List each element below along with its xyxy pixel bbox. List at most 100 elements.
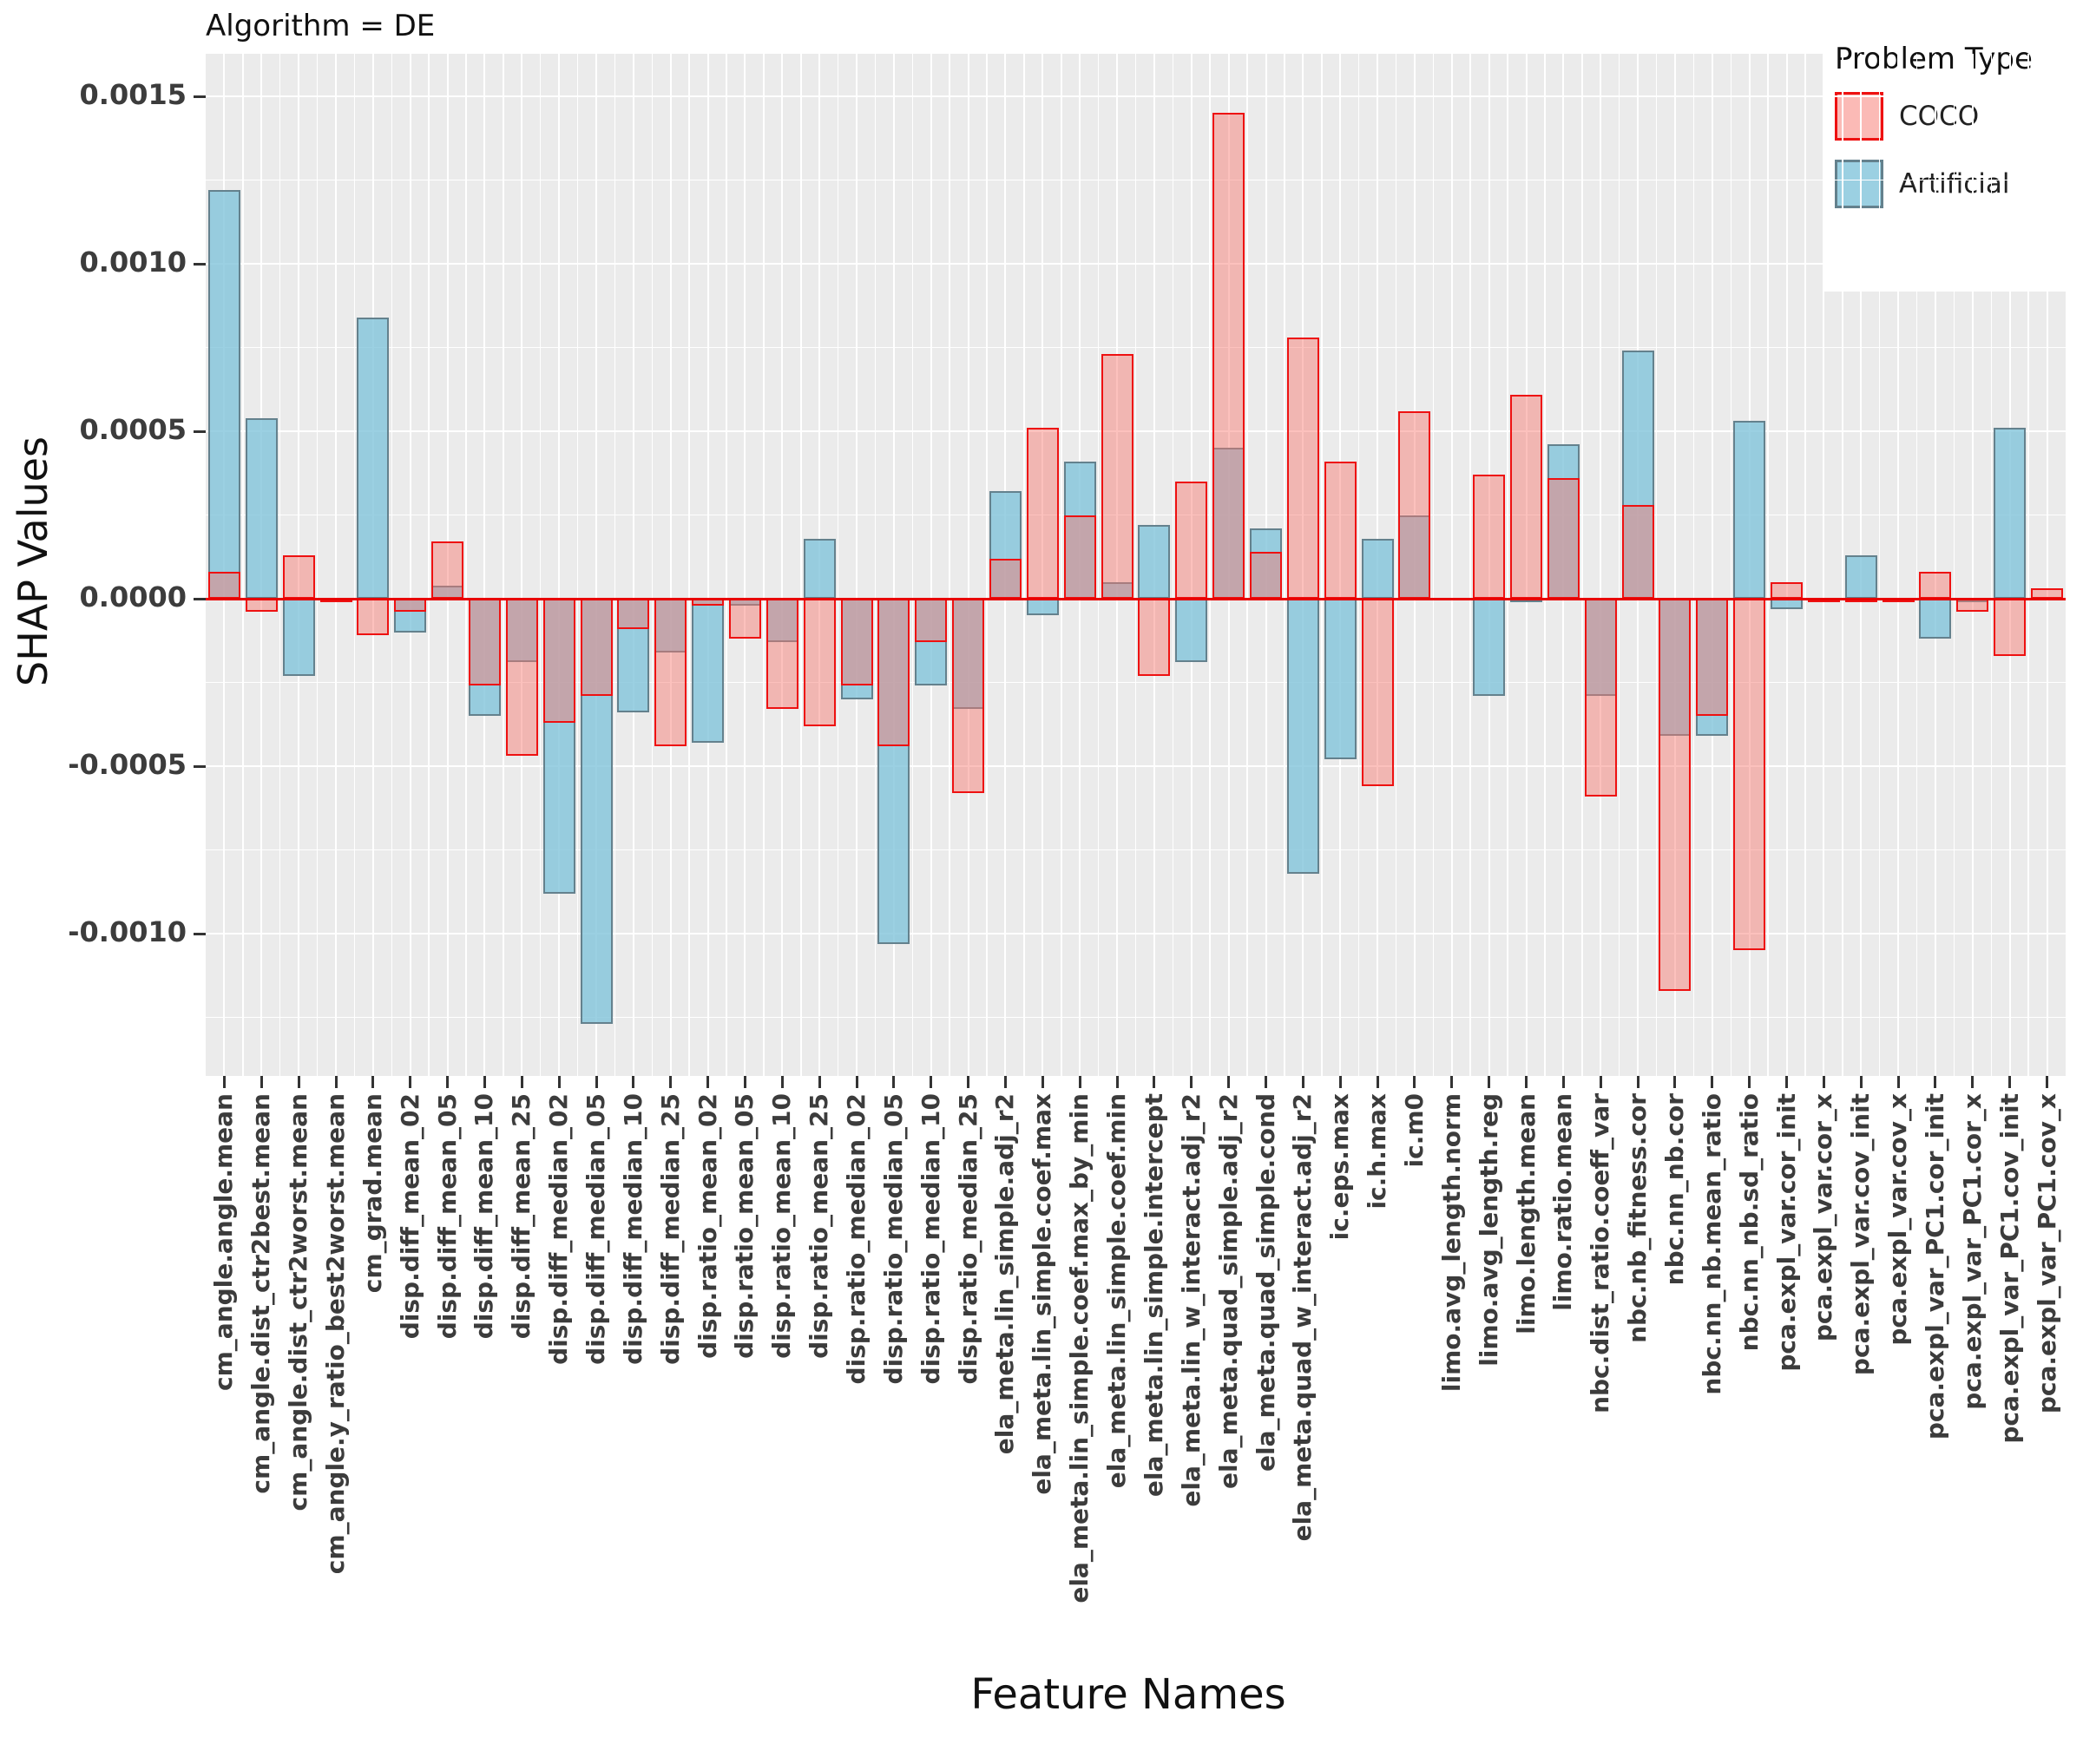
- x-tick-mark: [1078, 1076, 1081, 1088]
- vertical-minor-gridline: [1655, 54, 1658, 1076]
- x-tick-label: ela_meta.quad_w_interact.adj_r2: [1288, 1093, 1317, 1542]
- x-tick-label: cm_grad.mean: [358, 1093, 387, 1294]
- vertical-minor-gridline: [1172, 54, 1174, 1076]
- x-tick-label: pca.expl_var.cor_x: [1809, 1093, 1838, 1342]
- x-tick-mark: [334, 1076, 338, 1088]
- x-tick-label: disp.diff_median_02: [544, 1093, 574, 1365]
- vertical-major-gridline: [781, 54, 784, 1076]
- x-tick-mark: [2046, 1076, 2049, 1088]
- x-tick-mark: [297, 1076, 300, 1088]
- x-tick-label: ela_meta.lin_simple.coef.min: [1102, 1093, 1132, 1489]
- vertical-minor-gridline: [1692, 54, 1695, 1076]
- x-tick-label: pca.expl_var_PC1.cov_x: [2032, 1093, 2061, 1414]
- bar-artificial-ic.h.max: [1361, 538, 1394, 599]
- bar-artificial-cm_angle.angle.mean: [207, 190, 240, 599]
- vertical-minor-gridline: [911, 54, 914, 1076]
- vertical-minor-gridline: [1730, 54, 1731, 1076]
- vertical-minor-gridline: [800, 54, 802, 1076]
- x-tick-mark: [1673, 1076, 1677, 1088]
- vertical-minor-gridline: [1061, 54, 1062, 1076]
- bar-coco-disp.diff_median_02: [542, 599, 575, 723]
- vertical-minor-gridline: [763, 54, 765, 1076]
- bar-coco-nbc.nn_nb.sd_ratio: [1733, 599, 1766, 951]
- vertical-minor-gridline: [1804, 54, 1806, 1076]
- x-tick-mark: [446, 1076, 450, 1088]
- x-tick-mark: [1413, 1076, 1416, 1088]
- y-tick-mark: [194, 764, 206, 768]
- y-tick-label: 0.0015: [79, 78, 187, 111]
- x-tick-mark: [1934, 1076, 1937, 1088]
- x-tick-label: pca.expl_var.cor_init: [1771, 1093, 1801, 1372]
- legend-label-coco: COCO: [1899, 101, 1980, 132]
- x-axis-title: Feature Names: [970, 1670, 1286, 1719]
- x-tick-label: ela_meta.lin_w_interact.adj_r2: [1176, 1093, 1206, 1507]
- x-tick-label: ic.h.max: [1363, 1093, 1392, 1210]
- bar-artificial-disp.ratio_median_05: [877, 599, 910, 944]
- vertical-major-gridline: [1897, 54, 1900, 1076]
- bar-artificial-ela_meta.lin_simple.adj_r2: [989, 491, 1022, 599]
- vertical-major-gridline: [558, 54, 561, 1076]
- bar-artificial-cm_grad.mean: [357, 317, 390, 599]
- bar-coco-ic.m0: [1398, 410, 1431, 599]
- x-tick-mark: [1450, 1076, 1454, 1088]
- vertical-major-gridline: [1971, 54, 1974, 1076]
- bar-coco-disp.diff_mean_05: [431, 541, 464, 599]
- x-tick-label: pca.expl_var_PC1.cov_init: [1994, 1093, 2024, 1444]
- vertical-minor-gridline: [1246, 54, 1248, 1076]
- vertical-minor-gridline: [1097, 54, 1100, 1076]
- x-tick-label: disp.ratio_mean_25: [805, 1093, 834, 1359]
- bar-coco-disp.diff_median_25: [654, 599, 687, 746]
- bar-artificial-pca.expl_var.cov_init: [1844, 554, 1877, 599]
- x-tick-mark: [557, 1076, 561, 1088]
- y-tick-label: 0.0000: [79, 580, 187, 613]
- x-tick-mark: [1636, 1076, 1639, 1088]
- y-tick-mark: [194, 95, 206, 98]
- vertical-minor-gridline: [1618, 54, 1620, 1076]
- bar-artificial-cm_angle.dist_ctr2best.mean: [245, 417, 278, 599]
- bar-artificial-pca.expl_var_PC1.cov_init: [1994, 428, 2027, 599]
- x-tick-label: disp.diff_mean_10: [470, 1093, 499, 1340]
- bar-coco-nbc.dist_ratio.coeff_var: [1584, 599, 1617, 797]
- vertical-minor-gridline: [1134, 54, 1137, 1076]
- x-tick-label: disp.ratio_median_05: [878, 1093, 908, 1385]
- x-tick-mark: [1115, 1076, 1119, 1088]
- x-tick-mark: [632, 1076, 635, 1088]
- vertical-major-gridline: [706, 54, 709, 1076]
- x-tick-mark: [1822, 1076, 1825, 1088]
- bar-coco-pca.expl_var.cor_init: [1771, 581, 1804, 599]
- x-tick-label: disp.ratio_mean_10: [767, 1093, 797, 1359]
- x-tick-mark: [1338, 1076, 1342, 1088]
- bar-coco-cm_grad.mean: [357, 599, 390, 636]
- x-tick-mark: [706, 1076, 710, 1088]
- x-tick-mark: [1376, 1076, 1379, 1088]
- vertical-minor-gridline: [1544, 54, 1546, 1076]
- vertical-major-gridline: [856, 54, 858, 1076]
- vertical-major-gridline: [892, 54, 895, 1076]
- bar-coco-nbc.nn_nb.mean_ratio: [1696, 599, 1729, 717]
- vertical-major-gridline: [1302, 54, 1304, 1076]
- bar-coco-disp.ratio_mean_25: [803, 599, 836, 726]
- vertical-major-gridline: [2046, 54, 2048, 1076]
- vertical-minor-gridline: [1878, 54, 1881, 1076]
- bar-artificial-disp.ratio_mean_10: [766, 599, 798, 643]
- bar-coco-ela_meta.lin_w_interact.adj_r2: [1175, 481, 1208, 599]
- vertical-minor-gridline: [391, 54, 393, 1076]
- x-tick-label: disp.diff_median_10: [618, 1093, 647, 1365]
- x-tick-mark: [409, 1076, 412, 1088]
- vertical-major-gridline: [1934, 54, 1936, 1076]
- x-tick-label: disp.ratio_mean_05: [730, 1093, 759, 1359]
- bar-coco-cm_angle.dist_ctr2best.mean: [245, 599, 278, 613]
- vertical-major-gridline: [1673, 54, 1676, 1076]
- bar-coco-ela_meta.lin_simple.adj_r2: [989, 558, 1022, 599]
- vertical-minor-gridline: [1432, 54, 1435, 1076]
- vertical-major-gridline: [1823, 54, 1825, 1076]
- x-tick-label: cm_angle.y_ratio_best2worst.mean: [321, 1093, 350, 1575]
- x-tick-mark: [1971, 1076, 1975, 1088]
- x-tick-mark: [260, 1076, 263, 1088]
- x-tick-mark: [1748, 1076, 1751, 1088]
- x-tick-label: ela_meta.lin_simple.intercept: [1139, 1093, 1168, 1498]
- vertical-minor-gridline: [1953, 54, 1955, 1076]
- x-tick-mark: [892, 1076, 896, 1088]
- x-tick-mark: [520, 1076, 523, 1088]
- vertical-major-gridline: [1450, 54, 1453, 1076]
